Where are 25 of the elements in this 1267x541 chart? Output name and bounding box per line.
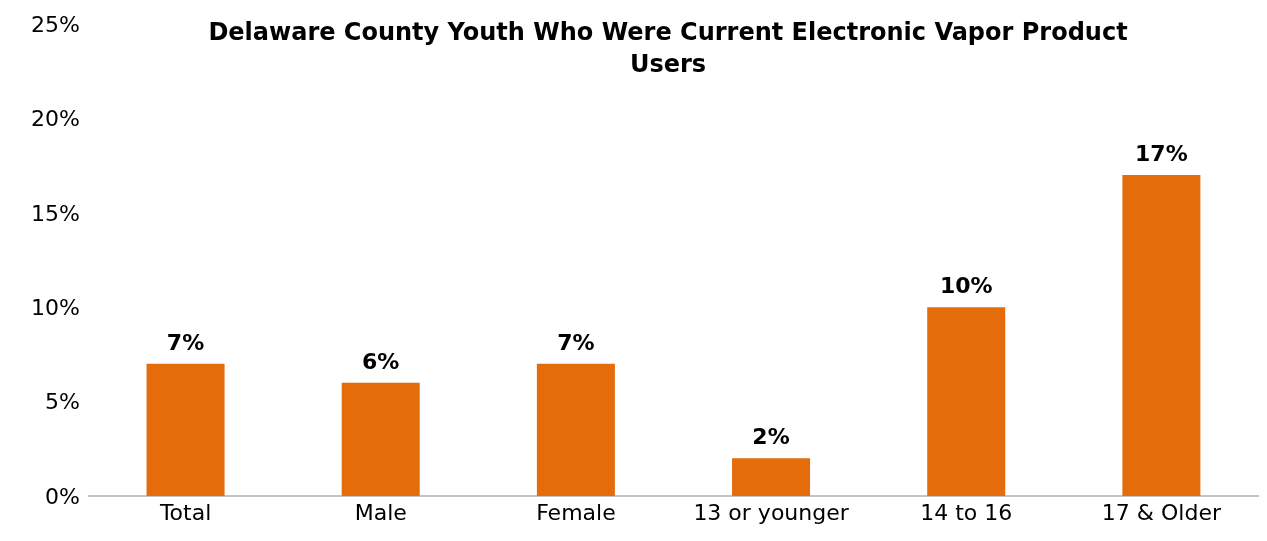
y-tick-label: 15% bbox=[31, 200, 80, 226]
chart-title: Delaware County Youth Who Were Current Electronic Vapor Product Users bbox=[207, 17, 1129, 80]
x-tick-label: 17 & Older bbox=[1101, 499, 1222, 525]
bar bbox=[732, 458, 811, 496]
x-tick-label: Female bbox=[536, 499, 616, 525]
bar bbox=[146, 363, 225, 496]
data-label: 6% bbox=[362, 348, 400, 374]
data-label: 17% bbox=[1135, 141, 1188, 167]
bar bbox=[341, 382, 420, 496]
y-tick-label: 0% bbox=[45, 483, 80, 509]
x-tick-label: Total bbox=[158, 499, 212, 525]
bar bbox=[536, 363, 615, 496]
bar bbox=[927, 307, 1006, 496]
x-tick-label: Male bbox=[354, 499, 407, 525]
y-tick-label: 20% bbox=[31, 106, 80, 132]
bar bbox=[1122, 175, 1201, 496]
data-label: 10% bbox=[939, 273, 993, 299]
x-tick-label: 13 or younger bbox=[693, 499, 850, 525]
data-label: 7% bbox=[166, 329, 205, 355]
y-tick-label: 25% bbox=[31, 11, 80, 37]
data-label: 7% bbox=[557, 329, 595, 355]
data-label: 2% bbox=[752, 424, 790, 450]
x-tick-label: 14 to 16 bbox=[920, 499, 1013, 525]
y-tick-label: 5% bbox=[45, 389, 80, 415]
y-tick-label: 10% bbox=[31, 295, 80, 321]
